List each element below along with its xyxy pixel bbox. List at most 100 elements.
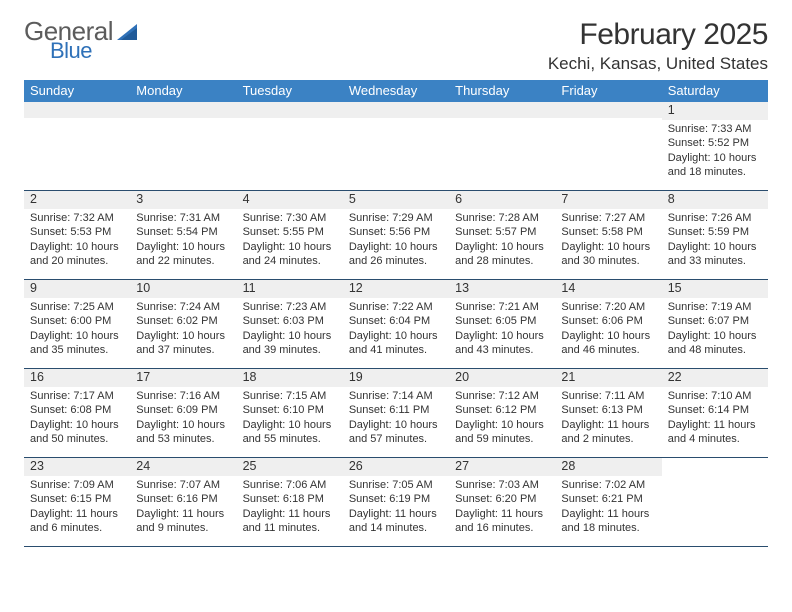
empty-day-band [343,102,449,118]
day-cell: 18Sunrise: 7:15 AMSunset: 6:10 PMDayligh… [237,369,343,457]
weekday-header-row: Sunday Monday Tuesday Wednesday Thursday… [24,80,768,102]
day-cell: 20Sunrise: 7:12 AMSunset: 6:12 PMDayligh… [449,369,555,457]
day-number: 7 [555,191,661,209]
weekday-header: Friday [555,80,661,102]
sunrise-line: Sunrise: 7:25 AM [30,300,124,315]
empty-day-band [237,102,343,118]
sunrise-line: Sunrise: 7:03 AM [455,478,549,493]
weeks-container: 1Sunrise: 7:33 AMSunset: 5:52 PMDaylight… [24,102,768,546]
sun-data: Sunrise: 7:10 AMSunset: 6:14 PMDaylight:… [662,387,768,451]
day-number: 1 [662,102,768,120]
sun-data: Sunrise: 7:11 AMSunset: 6:13 PMDaylight:… [555,387,661,451]
daylight1-line: Daylight: 10 hours [30,329,124,344]
sunset-line: Sunset: 6:19 PM [349,492,443,507]
daylight1-line: Daylight: 10 hours [243,418,337,433]
sunset-line: Sunset: 6:02 PM [136,314,230,329]
sunset-line: Sunset: 6:00 PM [30,314,124,329]
sunset-line: Sunset: 6:14 PM [668,403,762,418]
sunset-line: Sunset: 6:05 PM [455,314,549,329]
day-number: 22 [662,369,768,387]
sunrise-line: Sunrise: 7:21 AM [455,300,549,315]
empty-day-band [130,102,236,118]
weekday-header: Monday [130,80,236,102]
day-number: 21 [555,369,661,387]
sun-data: Sunrise: 7:15 AMSunset: 6:10 PMDaylight:… [237,387,343,451]
day-cell: 1Sunrise: 7:33 AMSunset: 5:52 PMDaylight… [662,102,768,190]
daylight2-line: and 9 minutes. [136,521,230,536]
daylight2-line: and 57 minutes. [349,432,443,447]
daylight1-line: Daylight: 10 hours [136,329,230,344]
sunset-line: Sunset: 6:13 PM [561,403,655,418]
daylight1-line: Daylight: 11 hours [455,507,549,522]
daylight2-line: and 18 minutes. [668,165,762,180]
sun-data: Sunrise: 7:22 AMSunset: 6:04 PMDaylight:… [343,298,449,362]
day-cell: 11Sunrise: 7:23 AMSunset: 6:03 PMDayligh… [237,280,343,368]
calendar-bottom-rule [24,546,768,547]
sunrise-line: Sunrise: 7:11 AM [561,389,655,404]
brand-text-wrap: General Blue [24,18,113,62]
day-cell: 28Sunrise: 7:02 AMSunset: 6:21 PMDayligh… [555,458,661,546]
day-number: 18 [237,369,343,387]
calendar: Sunday Monday Tuesday Wednesday Thursday… [24,80,768,547]
day-number: 3 [130,191,236,209]
sunrise-line: Sunrise: 7:14 AM [349,389,443,404]
brand-triangle-icon [117,22,141,47]
sunrise-line: Sunrise: 7:17 AM [30,389,124,404]
sun-data: Sunrise: 7:26 AMSunset: 5:59 PMDaylight:… [662,209,768,273]
daylight1-line: Daylight: 10 hours [243,329,337,344]
day-cell: 24Sunrise: 7:07 AMSunset: 6:16 PMDayligh… [130,458,236,546]
daylight2-line: and 48 minutes. [668,343,762,358]
sunrise-line: Sunrise: 7:10 AM [668,389,762,404]
day-number: 24 [130,458,236,476]
daylight2-line: and 43 minutes. [455,343,549,358]
day-cell: 12Sunrise: 7:22 AMSunset: 6:04 PMDayligh… [343,280,449,368]
daylight2-line: and 20 minutes. [30,254,124,269]
sunset-line: Sunset: 6:16 PM [136,492,230,507]
sunrise-line: Sunrise: 7:15 AM [243,389,337,404]
daylight1-line: Daylight: 10 hours [30,240,124,255]
week-row: 16Sunrise: 7:17 AMSunset: 6:08 PMDayligh… [24,368,768,457]
sunset-line: Sunset: 6:10 PM [243,403,337,418]
daylight2-line: and 18 minutes. [561,521,655,536]
daylight1-line: Daylight: 10 hours [136,240,230,255]
daylight2-line: and 41 minutes. [349,343,443,358]
daylight2-line: and 2 minutes. [561,432,655,447]
daylight1-line: Daylight: 11 hours [561,507,655,522]
sunrise-line: Sunrise: 7:29 AM [349,211,443,226]
empty-day-band [555,102,661,118]
daylight2-line: and 28 minutes. [455,254,549,269]
daylight2-line: and 46 minutes. [561,343,655,358]
empty-cell [130,102,236,190]
day-number: 10 [130,280,236,298]
empty-day-band [449,102,555,118]
weekday-header: Saturday [662,80,768,102]
sun-data: Sunrise: 7:16 AMSunset: 6:09 PMDaylight:… [130,387,236,451]
sunset-line: Sunset: 5:52 PM [668,136,762,151]
sunrise-line: Sunrise: 7:05 AM [349,478,443,493]
sun-data: Sunrise: 7:32 AMSunset: 5:53 PMDaylight:… [24,209,130,273]
day-cell: 21Sunrise: 7:11 AMSunset: 6:13 PMDayligh… [555,369,661,457]
sunrise-line: Sunrise: 7:20 AM [561,300,655,315]
sunset-line: Sunset: 6:09 PM [136,403,230,418]
day-cell: 17Sunrise: 7:16 AMSunset: 6:09 PMDayligh… [130,369,236,457]
day-cell: 10Sunrise: 7:24 AMSunset: 6:02 PMDayligh… [130,280,236,368]
sunrise-line: Sunrise: 7:12 AM [455,389,549,404]
daylight1-line: Daylight: 10 hours [349,329,443,344]
sunset-line: Sunset: 5:59 PM [668,225,762,240]
sun-data: Sunrise: 7:02 AMSunset: 6:21 PMDaylight:… [555,476,661,540]
sunrise-line: Sunrise: 7:30 AM [243,211,337,226]
sunset-line: Sunset: 6:06 PM [561,314,655,329]
sun-data: Sunrise: 7:03 AMSunset: 6:20 PMDaylight:… [449,476,555,540]
day-number: 14 [555,280,661,298]
day-number: 28 [555,458,661,476]
day-cell: 22Sunrise: 7:10 AMSunset: 6:14 PMDayligh… [662,369,768,457]
day-number: 11 [237,280,343,298]
day-number: 2 [24,191,130,209]
day-cell: 19Sunrise: 7:14 AMSunset: 6:11 PMDayligh… [343,369,449,457]
sun-data: Sunrise: 7:19 AMSunset: 6:07 PMDaylight:… [662,298,768,362]
daylight2-line: and 37 minutes. [136,343,230,358]
daylight1-line: Daylight: 10 hours [136,418,230,433]
day-cell: 25Sunrise: 7:06 AMSunset: 6:18 PMDayligh… [237,458,343,546]
daylight1-line: Daylight: 11 hours [30,507,124,522]
daylight1-line: Daylight: 10 hours [455,240,549,255]
